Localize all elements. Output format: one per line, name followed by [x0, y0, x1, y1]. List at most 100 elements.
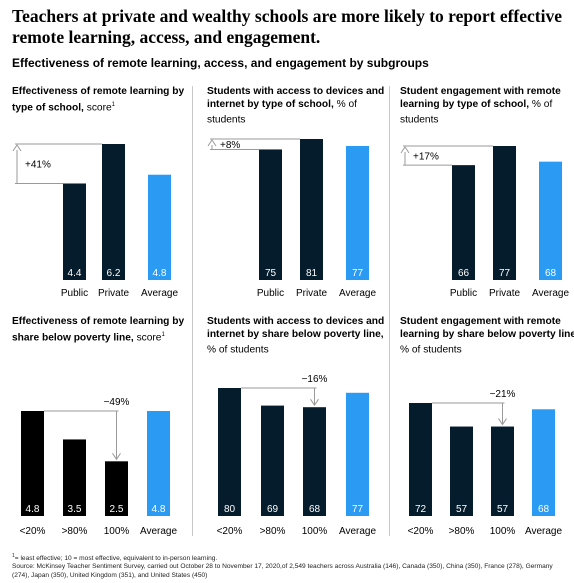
bar-value-label: 77	[352, 504, 364, 515]
category-label: Private	[296, 288, 328, 299]
bar-value-label: 4.4	[68, 268, 82, 279]
bar-value-label: 4.8	[26, 504, 40, 515]
bar	[63, 183, 86, 280]
annotation-label: −21%	[490, 389, 516, 400]
category-label: Public	[450, 288, 477, 299]
category-label: Average	[525, 526, 563, 537]
column-divider	[389, 86, 390, 536]
bar-chart: 66 Public 77 Private 68 Average +17%	[400, 145, 570, 299]
bar-value-label: 75	[265, 268, 277, 279]
annotation-label: +41%	[25, 160, 51, 171]
annotation-label: +8%	[220, 140, 240, 151]
bar-value-label: 80	[224, 504, 236, 515]
bar-chart: 72 <20% 57 >80% 57 100% 68 Average −21%	[408, 389, 563, 537]
bar	[493, 146, 516, 280]
footnote-source: Source: McKinsey Teacher Sentiment Surve…	[12, 563, 553, 579]
annotation-arrowhead	[310, 398, 319, 407]
bar	[491, 426, 514, 516]
category-label: Public	[257, 288, 284, 299]
bar	[452, 165, 475, 280]
annotation-arrowhead	[207, 139, 217, 147]
category-label: Average	[141, 288, 179, 299]
panel-title: Students with access to devices and inte…	[207, 86, 385, 126]
bar	[218, 388, 241, 516]
category-label: 100%	[104, 526, 130, 537]
bar-value-label: 68	[538, 504, 550, 515]
bar	[539, 161, 562, 280]
bar	[148, 174, 171, 280]
bar	[346, 145, 369, 280]
bar-value-label: 4.8	[152, 504, 166, 515]
category-label: Average	[532, 288, 570, 299]
bar-value-label: 4.8	[153, 268, 167, 279]
annotation-label: +17%	[413, 152, 439, 163]
category-label: Public	[61, 288, 88, 299]
annotation-arrowhead	[498, 418, 507, 426]
panel-title: Student engagement with remote learning …	[400, 86, 561, 126]
bar-value-label: 77	[352, 268, 364, 279]
bar-value-label: 72	[415, 504, 427, 515]
annotation-arrowhead	[112, 453, 121, 461]
page-title: Teachers at private and wealthy schools …	[12, 6, 563, 47]
bar	[300, 139, 323, 280]
bar-value-label: 68	[545, 268, 557, 279]
category-label: >80%	[260, 526, 286, 537]
footnotes: 1= least effective; 10 = most effective,…	[12, 552, 567, 580]
category-label: <20%	[20, 526, 46, 537]
chart-panel-school-access: Students with access to devices and inte…	[207, 86, 389, 301]
bar-value-label: 57	[497, 504, 509, 515]
bar-chart: 4.4 Public 6.2 Private 4.8 Average +41%	[12, 143, 179, 299]
bar	[102, 144, 125, 280]
bar	[346, 392, 369, 516]
page-subtitle: Effectiveness of remote learning, access…	[12, 56, 429, 70]
bar	[259, 149, 282, 280]
category-label: <20%	[408, 526, 434, 537]
panel-title: Student engagement with remote learning …	[400, 316, 574, 356]
bar	[450, 426, 473, 516]
bar	[303, 407, 326, 516]
category-label: Private	[98, 288, 130, 299]
bar-value-label: 81	[306, 268, 318, 279]
annotation-arrowhead	[12, 144, 22, 152]
chart-panel-poverty-engagement: Student engagement with remote learning …	[400, 316, 574, 541]
bar-value-label: 2.5	[110, 504, 124, 515]
bar	[63, 439, 86, 516]
footnote-scale: 1= least effective; 10 = most effective,…	[12, 553, 218, 563]
annotation-arrowhead	[400, 146, 410, 154]
bar	[532, 409, 555, 516]
category-label: Average	[339, 526, 377, 537]
chart-panel-school-effectiveness: Effectiveness of remote learning by type…	[12, 86, 194, 301]
panel-title: Effectiveness of remote learning by shar…	[12, 316, 185, 343]
category-label: Private	[489, 288, 521, 299]
panel-title: Students with access to devices and inte…	[207, 316, 385, 356]
chart-panel-school-engagement: Student engagement with remote learning …	[400, 86, 574, 301]
column-divider	[192, 86, 193, 536]
category-label: 100%	[302, 526, 328, 537]
bar	[147, 411, 170, 516]
bar-value-label: 68	[309, 504, 321, 515]
category-label: >80%	[62, 526, 88, 537]
category-label: <20%	[217, 526, 243, 537]
bar-value-label: 6.2	[107, 268, 121, 279]
bar-chart: 4.8 <20% 3.5 >80% 2.5 100% 4.8 Average −49%	[20, 397, 178, 537]
bar-chart: 75 Public 81 Private 77 Average +8%	[207, 138, 377, 299]
annotation-label: −49%	[104, 397, 130, 408]
bar-value-label: 3.5	[68, 504, 82, 515]
category-label: Average	[339, 288, 377, 299]
bar-value-label: 57	[456, 504, 468, 515]
bar	[21, 411, 44, 516]
bar-value-label: 69	[267, 504, 279, 515]
bar-value-label: 66	[458, 268, 470, 279]
bar-chart: 80 <20% 69 >80% 68 100% 77 Average −16%	[217, 374, 377, 537]
category-label: 100%	[490, 526, 516, 537]
bar-value-label: 77	[499, 268, 511, 279]
chart-panel-poverty-access: Students with access to devices and inte…	[207, 316, 389, 541]
bar	[105, 461, 128, 516]
bar	[409, 403, 432, 516]
bar	[261, 405, 284, 516]
category-label: Average	[140, 526, 178, 537]
panel-title: Effectiveness of remote learning by type…	[12, 86, 185, 113]
category-label: >80%	[449, 526, 475, 537]
chart-panel-poverty-effectiveness: Effectiveness of remote learning by shar…	[12, 316, 194, 541]
annotation-label: −16%	[302, 374, 328, 385]
